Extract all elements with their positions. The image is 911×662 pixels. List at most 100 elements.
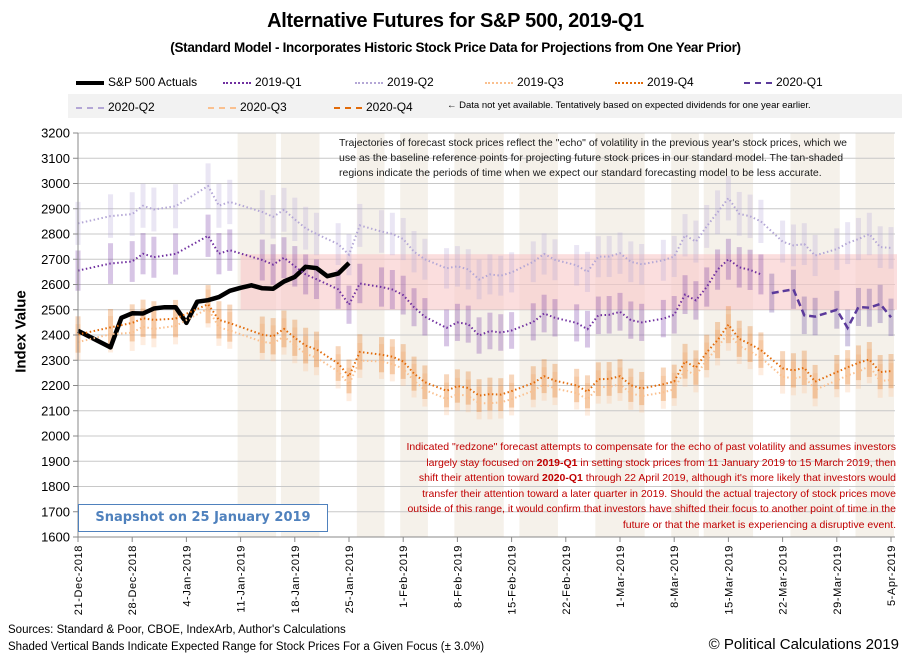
legend-swatch-icon: [615, 81, 643, 84]
range-band: [888, 354, 894, 389]
range-band: [812, 373, 818, 407]
legend-label: 2019-Q2: [387, 75, 434, 89]
sources-note: Sources: Standard & Poor, CBOE, IndexArb…: [8, 624, 346, 636]
x-tick-label: 29-Mar-2019: [832, 545, 844, 615]
range-band: [639, 243, 645, 285]
range-band: [541, 294, 547, 333]
range-band: [747, 194, 753, 239]
range-band: [313, 340, 319, 376]
x-tick-label: 15-Feb-2019: [507, 545, 519, 615]
range-band: [216, 183, 222, 228]
range-band: [660, 299, 666, 338]
range-band: [855, 287, 861, 326]
bands-note: Shaded Vertical Bands Indicate Expected …: [8, 641, 485, 653]
range-band: [346, 367, 352, 402]
redzone-text-1: Indicated "redzone" forecast attempts to…: [406, 441, 896, 469]
legend-swatch-icon: [223, 81, 251, 84]
range-band: [747, 333, 753, 370]
range-band: [877, 355, 883, 390]
range-band: [270, 318, 276, 355]
range-band: [400, 351, 406, 386]
range-band: [801, 223, 807, 266]
range-band: [227, 304, 233, 342]
x-tick-label: 28-Dec-2018: [127, 545, 139, 615]
range-band: [379, 337, 385, 373]
range-band: [281, 237, 287, 279]
range-band: [790, 361, 796, 396]
range-band: [877, 226, 883, 268]
range-band: [845, 358, 851, 393]
y-tick-label: 2100: [41, 403, 70, 418]
range-band: [758, 332, 764, 368]
range-band: [574, 245, 580, 286]
x-tick-label: 11-Jan-2019: [236, 545, 248, 613]
range-band: [736, 320, 742, 357]
range-band: [292, 319, 298, 356]
legend-label: 2019-Q3: [517, 75, 564, 89]
range-band: [715, 190, 721, 235]
y-tick-label: 2900: [41, 201, 70, 216]
range-band: [715, 249, 721, 290]
legend-swatch-icon: [485, 81, 513, 84]
legend-label: 2020-Q2: [108, 100, 155, 114]
range-band: [780, 359, 786, 394]
series-line-2019-q1: [77, 234, 762, 337]
range-band: [411, 363, 417, 398]
range-band: [346, 359, 352, 394]
legend-row-2-background: [68, 94, 902, 118]
range-band: [509, 252, 515, 293]
range-band: [769, 273, 775, 313]
range-band: [834, 363, 840, 398]
range-band: [411, 356, 417, 391]
legend-item: 2019-Q1: [223, 74, 302, 90]
x-tick-label: 1-Feb-2019: [398, 545, 410, 608]
range-band: [530, 374, 536, 408]
range-band: [487, 312, 493, 350]
range-band: [595, 296, 601, 335]
y-tick-label: 2300: [41, 353, 70, 368]
axes: 1600 1700 1800 1900 2000 2100 2200 2300 2400 2500…: [41, 126, 898, 616]
range-band: [574, 304, 580, 342]
range-band: [866, 348, 872, 384]
range-band: [595, 236, 601, 278]
legend-item: 2020-Q1: [744, 74, 823, 90]
range-band: [866, 212, 872, 256]
y-tick-label: 1600: [41, 530, 70, 545]
range-band: [693, 350, 699, 385]
x-tick-label: 25-Jan-2019: [344, 545, 356, 613]
range-band: [758, 254, 764, 295]
legend-swatch-icon: [334, 106, 362, 109]
range-band: [888, 227, 894, 269]
legend-item: 2020-Q4: [334, 99, 413, 115]
range-band: [498, 314, 504, 351]
range-band: [606, 370, 612, 404]
range-band: [205, 214, 211, 257]
range-band: [303, 327, 309, 364]
range-band: [595, 370, 601, 404]
range-band: [606, 362, 612, 396]
range-band: [877, 284, 883, 324]
y-tick-label: 2000: [41, 429, 70, 444]
range-band: [476, 387, 482, 420]
redzone-focus-2: 2020-Q1: [542, 472, 583, 484]
y-tick-label: 1800: [41, 479, 70, 494]
range-band: [129, 304, 135, 342]
range-band: [389, 346, 395, 382]
range-band: [801, 350, 807, 386]
range-band: [129, 241, 135, 282]
redzone-focus-1: 2019-Q1: [536, 456, 578, 469]
range-band: [671, 296, 677, 334]
range-band: [671, 235, 677, 278]
range-band: [682, 352, 688, 387]
range-band: [855, 354, 861, 389]
range-band: [574, 368, 580, 403]
legend-label: 2020-Q3: [240, 100, 287, 114]
range-band: [628, 301, 634, 339]
top-annotation: Trajectories of forecast stock prices re…: [339, 137, 848, 179]
range-band: [400, 217, 406, 261]
range-band: [628, 241, 634, 283]
range-band: [888, 298, 894, 337]
range-band: [574, 376, 580, 410]
range-band: [888, 363, 894, 397]
range-band: [151, 301, 157, 339]
